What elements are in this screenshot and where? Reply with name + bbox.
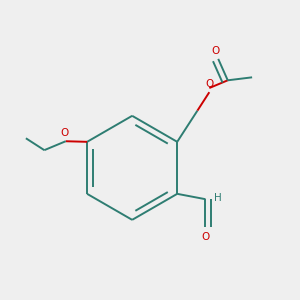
Text: O: O [201,232,210,242]
Text: O: O [206,79,214,88]
Text: O: O [211,46,219,56]
Text: H: H [214,193,221,203]
Text: O: O [61,128,69,138]
